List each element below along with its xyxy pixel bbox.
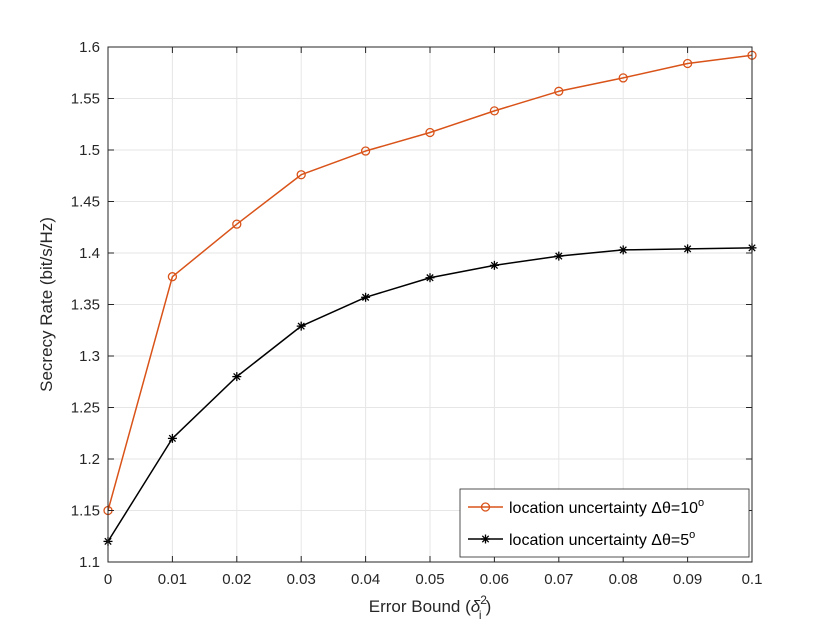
x-axis-label-superscript: 2 (480, 593, 487, 607)
x-axis-label-close: ) (486, 597, 492, 616)
x-tick-label: 0.05 (415, 571, 444, 588)
data-point-series-2 (361, 292, 371, 302)
legend-label-series-1: location uncertainty Δθ=10o (509, 497, 704, 517)
data-point-series-2 (554, 251, 564, 261)
axis-ticks: 0 0.01 0.02 0.03 0.04 0.05 0.06 0.07 0.08 0.09 0.1… (71, 39, 763, 588)
x-tick-label: 0 (104, 571, 112, 588)
data-point-series-2 (167, 433, 177, 443)
data-point-series-1 (167, 272, 178, 282)
y-tick-label: 1.15 (71, 503, 100, 520)
legend-box (459, 488, 750, 558)
y-tick-label: 1.25 (71, 400, 100, 417)
data-point-series-1 (360, 146, 371, 156)
x-tick-label: 0.02 (222, 571, 251, 588)
series-layer (103, 50, 757, 546)
y-tick-label: 1.1 (79, 554, 100, 571)
legend-label-series-2-superscript: o (689, 529, 695, 541)
x-axis-label-symbol: δ (471, 597, 481, 616)
x-tick-label: 0.07 (544, 571, 573, 588)
legend-label-series-2-text: location uncertainty Δθ=5 (509, 532, 689, 549)
legend-marker-circle-icon (480, 502, 491, 512)
data-point-series-1 (682, 58, 693, 69)
data-point-series-1 (296, 170, 306, 180)
y-tick-label: 1.5 (79, 142, 100, 159)
data-point-series-1 (489, 106, 500, 116)
data-point-series-2 (489, 260, 499, 270)
data-point-series-1 (554, 86, 564, 96)
y-tick-label: 1.4 (79, 245, 100, 262)
y-tick-label: 1.6 (79, 39, 100, 56)
x-tick-label: 0.04 (351, 571, 380, 588)
data-point-series-1 (618, 73, 628, 83)
y-axis-label: Secrecy Rate (bit/s/Hz) (37, 217, 56, 392)
x-tick-label: 0.1 (742, 571, 763, 588)
y-tick-label: 1.45 (71, 194, 100, 211)
data-point-series-2 (683, 244, 693, 254)
legend-label-series-1-superscript: o (698, 497, 704, 509)
data-point-series-1 (425, 127, 435, 138)
x-axis-label: Error Bound (δ2 i) (369, 593, 492, 622)
data-point-series-2 (618, 245, 628, 255)
x-axis-label-main: Error Bound ( (369, 597, 471, 616)
legend-label-series-1-text: location uncertainty Δθ=10 (509, 500, 698, 517)
data-point-series-2 (232, 372, 242, 382)
x-axis-label-subscript: i (479, 608, 482, 622)
x-tick-label: 0.03 (287, 571, 316, 588)
data-point-series-2 (296, 321, 306, 331)
y-tick-label: 1.55 (71, 91, 100, 108)
y-tick-label: 1.3 (79, 348, 100, 365)
x-tick-label: 0.01 (158, 571, 187, 588)
data-point-series-2 (425, 273, 435, 283)
legend-label-series-2: location uncertainty Δθ=5o (509, 529, 695, 549)
y-tick-label: 1.2 (79, 451, 100, 468)
x-tick-label: 0.08 (609, 571, 638, 588)
y-tick-label: 1.35 (71, 297, 100, 314)
series-line-1 (107, 54, 753, 511)
x-tick-label: 0.09 (673, 571, 702, 588)
legend-marker-asterisk-icon (481, 534, 490, 544)
x-tick-label: 0.06 (480, 571, 509, 588)
legend: location uncertainty Δθ=10o location unc… (459, 488, 750, 558)
data-point-series-1 (232, 219, 242, 229)
